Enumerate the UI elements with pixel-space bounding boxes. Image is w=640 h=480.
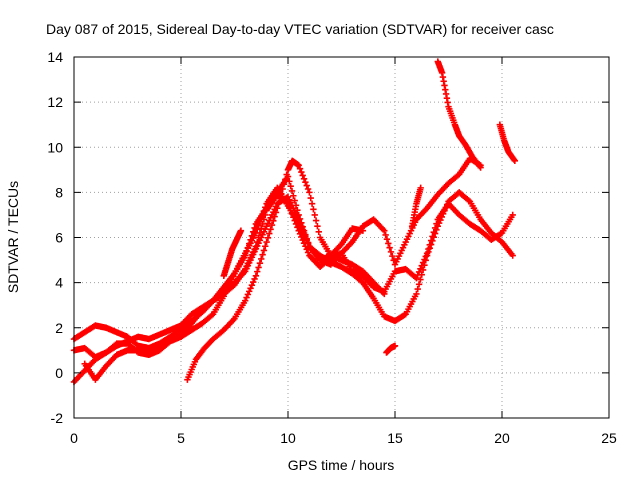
chart-title: Day 087 of 2015, Sidereal Day-to-day VTE… — [46, 21, 554, 37]
x-tick-label: 5 — [177, 430, 185, 446]
x-tick-label: 10 — [280, 430, 296, 446]
y-axis-label: SDTVAR / TECUs — [5, 181, 21, 293]
y-tick-label: 12 — [47, 94, 63, 110]
y-tick-label: 4 — [55, 275, 63, 291]
series-track-i — [496, 121, 519, 164]
x-tick-label: 20 — [494, 430, 510, 446]
data-points — [70, 58, 519, 386]
point-markers — [408, 184, 424, 230]
x-tick-label: 15 — [387, 430, 403, 446]
y-tick-label: 10 — [47, 139, 63, 155]
x-tick-label: 25 — [601, 430, 617, 446]
y-tick-label: 0 — [55, 365, 63, 381]
series-track-h — [434, 58, 484, 171]
grid — [74, 57, 609, 418]
y-tick-label: 8 — [55, 184, 63, 200]
ticks: 0 5 10 15 20 25 -2 0 2 4 6 8 10 12 14 — [47, 49, 617, 446]
point-markers — [434, 58, 484, 171]
point-markers — [184, 157, 388, 383]
y-tick-label: 6 — [55, 230, 63, 246]
series-track-e — [184, 157, 388, 383]
point-markers — [220, 227, 245, 280]
y-tick-label: -2 — [51, 410, 64, 426]
point-markers — [383, 342, 399, 356]
x-tick-label: 0 — [70, 430, 78, 446]
x-axis-label: GPS time / hours — [288, 457, 395, 473]
series-track-j — [408, 184, 424, 230]
y-tick-label: 14 — [47, 49, 63, 65]
point-markers — [496, 121, 519, 164]
series-track-g — [383, 342, 399, 356]
y-tick-label: 2 — [55, 320, 63, 336]
series-track-f — [220, 227, 245, 280]
